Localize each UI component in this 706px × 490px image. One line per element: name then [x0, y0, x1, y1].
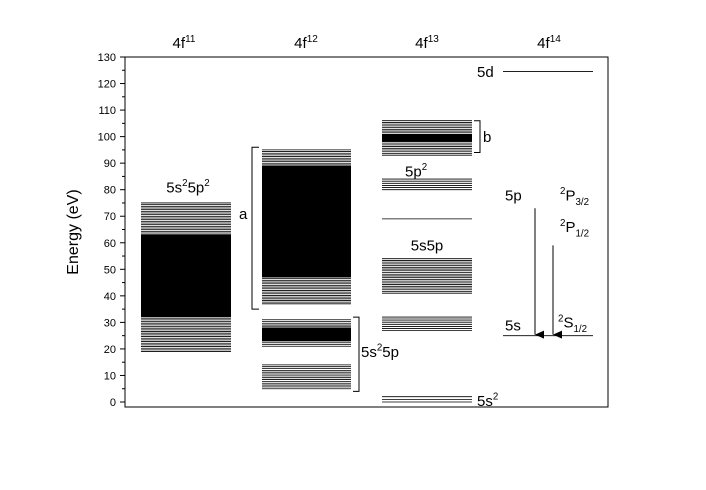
- level-band: [382, 120, 472, 156]
- band-label-5s2-5p2: 5s25p2: [166, 178, 209, 196]
- y-tick-label: 0: [110, 397, 116, 409]
- transition-arrows: [534, 208, 562, 339]
- y-tick-label: 120: [98, 79, 116, 91]
- y-tick-label: 50: [104, 264, 116, 276]
- level-band: [141, 202, 231, 352]
- y-axis-ticks: 0 10 20 30 40 50 60 70 80 90 100 110 120 130: [98, 52, 125, 409]
- y-tick-label: 30: [104, 317, 116, 329]
- level-band: [382, 178, 472, 191]
- term-label-2P1/2: 2P1/2: [560, 218, 589, 240]
- level-band: [262, 364, 351, 390]
- y-tick-label: 20: [104, 344, 116, 356]
- band-label-5s2: 5s2: [477, 392, 498, 410]
- level-band: [382, 258, 472, 294]
- band-label-5s: 5s: [505, 317, 521, 334]
- bracket-label-a: a: [239, 206, 248, 223]
- brackets: [251, 120, 481, 392]
- level-band: [382, 396, 472, 403]
- energy-levels: [141, 71, 593, 403]
- y-tick-label: 130: [98, 52, 116, 64]
- band-label-5d: 5d: [477, 64, 494, 81]
- y-tick-label: 110: [98, 105, 116, 117]
- y-tick-label: 100: [98, 132, 116, 144]
- y-tick-label: 40: [104, 291, 116, 303]
- level-band: [262, 319, 351, 347]
- y-tick-label: 70: [104, 211, 116, 223]
- band-label-5s2-5p: 5s25p: [361, 343, 399, 361]
- band-label-5p: 5p: [505, 187, 522, 204]
- band-labels: 5s25p2 5s25p 5p2 5s5p 5s2 5d 5p 5s 2P3/2 2P1/2 2S1…: [166, 64, 589, 410]
- bracket-a: [251, 146, 259, 310]
- band-label-5s5p: 5s5p: [411, 238, 444, 255]
- level-band: [382, 316, 472, 331]
- y-tick-label: 90: [104, 158, 116, 170]
- y-tick-label: 10: [104, 370, 116, 382]
- plot-frame: [124, 56, 609, 408]
- y-tick-label: 80: [104, 185, 116, 197]
- level-band: [262, 149, 351, 305]
- term-label-2P3/2: 2P3/2: [560, 186, 589, 208]
- band-label-5p2: 5p2: [405, 162, 427, 180]
- column-header-4f11: 4f11: [173, 34, 196, 52]
- column-header-4f13: 4f13: [415, 34, 439, 52]
- column-header-4f12: 4f12: [294, 34, 318, 52]
- bracket-label-b: b: [483, 129, 491, 146]
- column-header-4f14: 4f14: [537, 34, 561, 52]
- y-tick-label: 60: [104, 238, 116, 250]
- term-label-2S1/2: 2S1/2: [558, 313, 587, 335]
- y-axis-label: Energy (eV): [65, 189, 82, 274]
- bracket-b: [474, 120, 481, 154]
- bracket-5s25p: [353, 316, 360, 392]
